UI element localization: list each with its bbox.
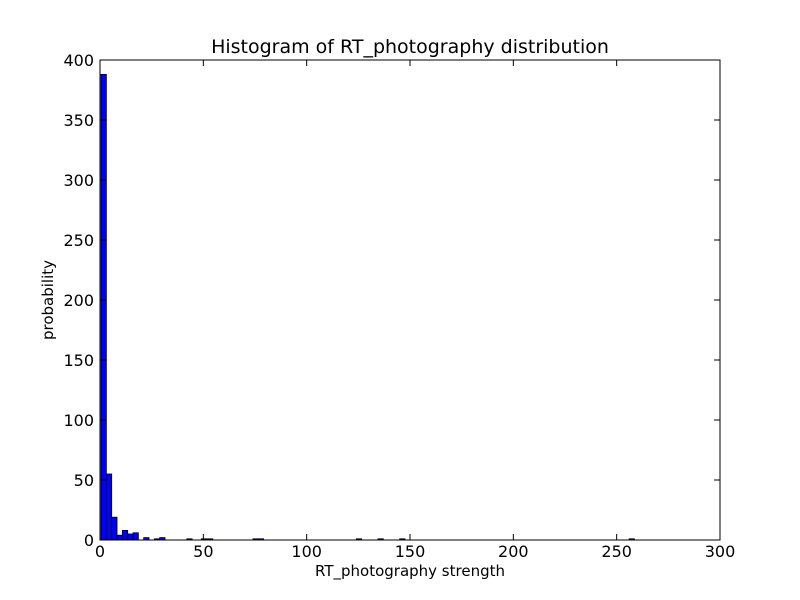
y-tick-label: 50 [74,471,94,490]
histogram-bar [105,473,113,541]
y-tick-label: 200 [63,291,94,310]
x-tick-label: 0 [95,542,105,561]
histogram-bar [132,532,139,541]
chart-title: Histogram of RT_photography distribution [211,36,609,58]
x-tick-label: 150 [395,542,426,561]
histogram-bar [116,534,123,541]
y-tick-label: 100 [63,411,94,430]
x-tick-label: 50 [193,542,213,561]
y-tick-label: 400 [63,51,94,70]
histogram-bars [100,74,635,541]
y-tick-label: 250 [63,231,94,250]
x-tick-labels: 0 50 100 150 200 250 300 [95,542,735,561]
y-tick-labels: 0 50 100 150 200 250 300 350 400 [63,51,94,550]
x-tick-label: 200 [498,542,529,561]
histogram-bar [100,74,107,541]
y-tick-label: 350 [63,111,94,130]
y-tick-label: 150 [63,351,94,370]
histogram-bar [121,530,129,541]
axis-ticks [99,59,721,541]
x-tick-label: 250 [601,542,632,561]
x-tick-label: 100 [291,542,322,561]
histogram-bar [111,516,118,541]
y-axis-title: probability [39,260,57,340]
histogram-bar [127,533,134,541]
y-tick-label: 300 [63,171,94,190]
x-axis-title: RT_photography strength [315,562,505,581]
y-tick-label: 0 [84,531,94,550]
plot-frame [99,59,721,541]
x-tick-label: 300 [705,542,736,561]
